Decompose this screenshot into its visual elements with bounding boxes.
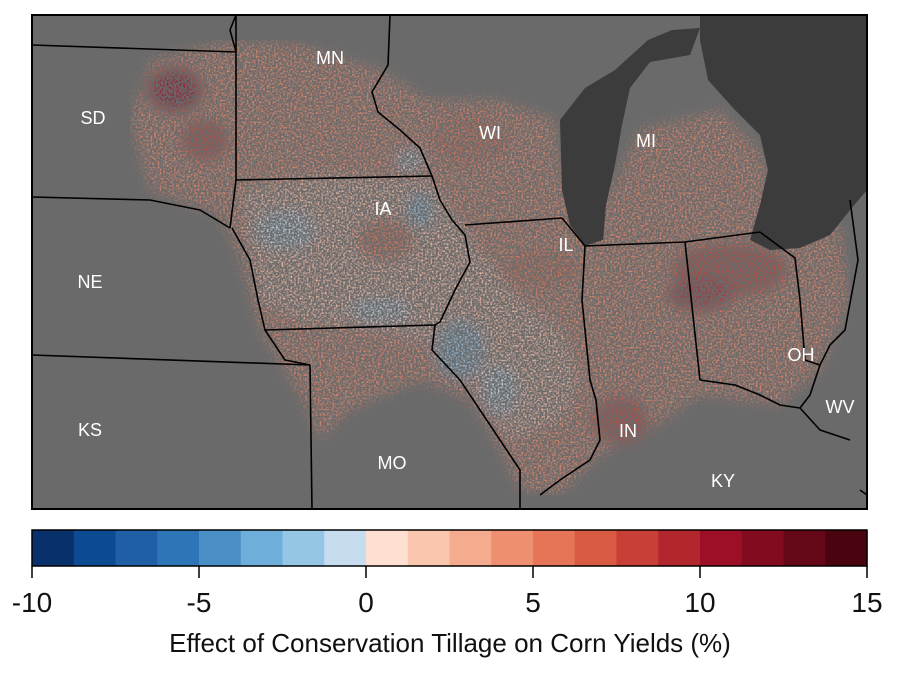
colorbar-bin bbox=[533, 530, 576, 566]
map-panel: SD MN WI MI IA IL NE KS MO IN OH KY WV bbox=[32, 15, 867, 509]
colorbar-bin bbox=[324, 530, 367, 566]
colorbar-title: Effect of Conservation Tillage on Corn Y… bbox=[169, 628, 731, 658]
state-label-ks: KS bbox=[78, 420, 102, 440]
state-borders bbox=[32, 15, 867, 509]
colorbar-tick-label: 10 bbox=[684, 587, 715, 618]
colorbar-bin bbox=[574, 530, 618, 566]
state-labels: SD MN WI MI IA IL NE KS MO IN OH KY WV bbox=[77, 48, 854, 491]
colorbar-bin bbox=[240, 530, 284, 566]
colorbar-bin bbox=[825, 530, 868, 566]
colorbar-ticks: -10 -5 0 5 10 15 bbox=[12, 566, 883, 618]
colorbar-frame bbox=[31, 529, 868, 567]
state-label-ne: NE bbox=[77, 272, 102, 292]
state-label-oh: OH bbox=[788, 345, 815, 365]
colorbar-tick-label: -5 bbox=[187, 587, 212, 618]
colorbar-tick-label: 5 bbox=[525, 587, 541, 618]
colorbar bbox=[31, 529, 868, 567]
colorbar-bin bbox=[783, 530, 826, 566]
colorbar-tick-label: -10 bbox=[12, 587, 52, 618]
lake-michigan-superior-area bbox=[560, 28, 700, 246]
colorbar-bin bbox=[741, 530, 785, 566]
state-label-ia: IA bbox=[374, 199, 391, 219]
colorbar-bin bbox=[115, 530, 158, 566]
state-label-sd: SD bbox=[80, 108, 105, 128]
state-label-mi: MI bbox=[636, 131, 656, 151]
colorbar-bin bbox=[407, 530, 451, 566]
state-label-mo: MO bbox=[378, 453, 407, 473]
colorbar-bin bbox=[282, 530, 325, 566]
colorbar-bin bbox=[366, 530, 409, 566]
colorbar-tick-label: 15 bbox=[851, 587, 882, 618]
state-label-in: IN bbox=[619, 421, 637, 441]
colorbar-bin bbox=[199, 530, 242, 566]
lake-huron-area bbox=[700, 15, 867, 250]
state-label-mn: MN bbox=[316, 48, 344, 68]
colorbar-bin bbox=[449, 530, 492, 566]
colorbar-bin bbox=[157, 530, 200, 566]
colorbar-bin bbox=[491, 530, 534, 566]
colorbar-tick-label: 0 bbox=[358, 587, 374, 618]
state-label-il: IL bbox=[558, 235, 573, 255]
colorbar-bin bbox=[658, 530, 701, 566]
state-label-wv: WV bbox=[826, 397, 855, 417]
colorbar-bin bbox=[32, 530, 75, 566]
colorbar-bin bbox=[616, 530, 659, 566]
state-label-wi: WI bbox=[479, 123, 501, 143]
colorbar-bin bbox=[73, 530, 117, 566]
map-frame bbox=[31, 14, 868, 510]
colorbar-bin bbox=[700, 530, 743, 566]
state-label-ky: KY bbox=[711, 471, 735, 491]
